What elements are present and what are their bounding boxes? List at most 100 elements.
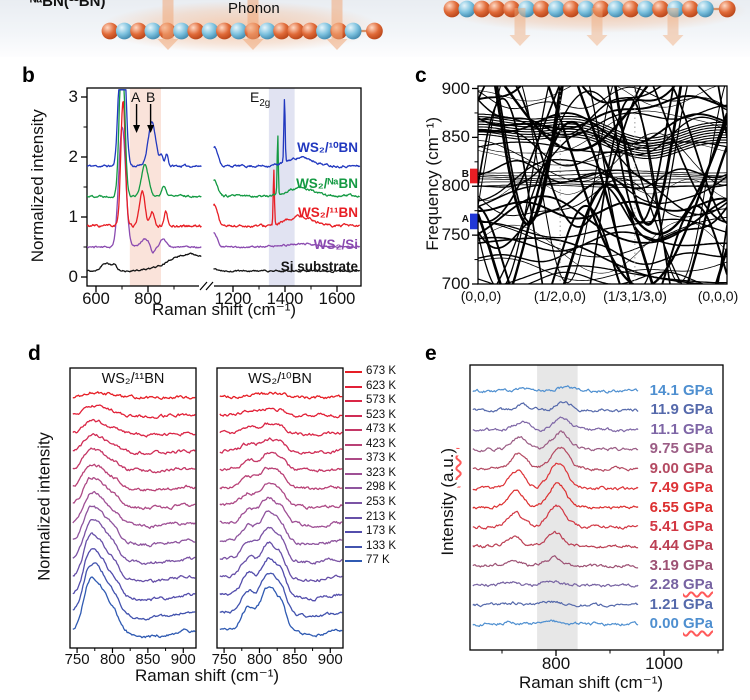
d-x-tick-label: 800 <box>99 651 125 668</box>
temperature-spectrum-line <box>72 490 196 530</box>
series-label: WS₂/¹⁰BN <box>297 140 358 155</box>
mode-marker-label: B <box>461 168 469 180</box>
panel-e-letter: e <box>425 342 437 365</box>
raman-spectrum-line <box>213 135 360 198</box>
nitrogen-atom <box>637 0 655 18</box>
phonon-arrow-icon <box>157 0 179 50</box>
legend-line <box>345 400 362 403</box>
boron-atom <box>130 22 148 40</box>
legend-temperature-label: 213 K <box>366 510 397 523</box>
legend-temperature-label: 133 K <box>366 539 397 552</box>
b-y-tick-label: 2 <box>68 147 78 166</box>
nitrogen-atom <box>607 0 625 18</box>
legend-temperature-label: 573 K <box>366 394 397 407</box>
temperature-spectrum-line <box>219 391 343 400</box>
nitrogen-atom <box>577 0 595 18</box>
phonon-band-line <box>478 133 727 160</box>
phonon-band-line <box>478 86 727 223</box>
mode-marker-a <box>470 213 478 230</box>
legend-line <box>345 516 362 519</box>
temperature-spectrum-line <box>72 418 196 438</box>
temperature-spectrum-line <box>72 463 196 492</box>
raman-spectrum-line <box>87 89 202 199</box>
plot-frame <box>469 364 724 651</box>
temperature-spectrum-line <box>219 496 343 528</box>
nitrogen-atom <box>667 0 684 18</box>
legend-line <box>345 458 362 461</box>
raman-spectrum-line <box>212 169 360 229</box>
subpanel-title: WS₂/¹¹BN <box>101 371 165 387</box>
series-label: WS₂/ᴺᵃBN <box>296 176 358 191</box>
nitrogen-atom <box>201 22 219 40</box>
phonon-arrow-icon <box>242 0 264 50</box>
pressure-unit: GPa <box>682 615 713 633</box>
raman-spectrum-line <box>87 252 202 273</box>
pressure-unit: GPa <box>682 382 713 399</box>
temperature-spectrum-line <box>219 510 343 546</box>
temperature-spectrum-line <box>72 391 196 400</box>
legend-line <box>345 443 362 446</box>
legend-temperature-label: 473 K <box>366 423 397 436</box>
nitrogen-atom <box>144 22 162 40</box>
phonon-band-line <box>547 86 727 284</box>
legend-line <box>345 371 362 373</box>
phonon-band-line <box>478 86 676 104</box>
pressure-label: 9.00 GPa <box>598 460 713 477</box>
phonon-band-line <box>478 175 727 180</box>
e-y-axis-label: Intensity (a.u.) <box>438 447 458 556</box>
nitrogen-atom <box>316 22 333 40</box>
pressure-unit: GPa <box>682 576 713 594</box>
phonon-band-line <box>478 128 727 154</box>
phonon-label: Phonon <box>228 0 280 17</box>
legend-line <box>345 545 362 548</box>
nitrogen-atom <box>115 22 133 40</box>
b-x-tick-label: 1400 <box>266 290 304 308</box>
boron-atom <box>301 22 319 40</box>
legend-line <box>345 472 362 475</box>
legend-temperature-label: 623 K <box>366 379 397 392</box>
pressure-value: 2.28 <box>649 576 683 594</box>
temperature-spectrum-line <box>72 576 196 639</box>
pressure-label: 6.55 GPa <box>598 499 713 516</box>
boron-atom <box>443 0 461 18</box>
nitrogen-atom <box>344 22 362 40</box>
subpanel-title: WS₂/¹⁰BN <box>248 371 312 387</box>
phonon-band-line <box>478 169 727 174</box>
raman-spectrum-line <box>213 232 361 249</box>
pressure-label: 1.21 GPa <box>598 596 713 613</box>
raman-spectrum-line <box>87 126 202 254</box>
legend-line <box>345 414 362 417</box>
pressure-unit: GPa <box>682 517 713 535</box>
phonon-band-line <box>478 242 727 265</box>
phonon-band-line <box>478 86 719 108</box>
pressure-spectrum-line <box>472 619 639 628</box>
pressure-label: 4.44 GPa <box>598 537 713 554</box>
legend-line <box>345 560 362 563</box>
temperature-spectrum-line <box>72 532 196 583</box>
d-x-axis-label: Raman shift (cm⁻¹) <box>134 666 280 685</box>
series-label: WS₂/¹¹BN <box>298 205 358 220</box>
raman-spectrum-line <box>213 98 361 169</box>
pressure-value: 11.1 <box>650 420 683 438</box>
pressure-value: 11.9 <box>650 401 683 419</box>
d-x-tick-label: 800 <box>246 651 272 668</box>
pressure-spectrum-line <box>472 482 639 510</box>
pressure-value: 0.00 <box>649 615 683 633</box>
b-x-tick-label: 600 <box>82 290 110 308</box>
nitrogen-atom <box>258 22 276 40</box>
pressure-spectrum-line <box>472 446 639 472</box>
pressure-spectrum-line <box>472 430 639 453</box>
e2g-peak-annotation: E2g <box>250 89 271 109</box>
panel-d-letter: d <box>28 342 41 365</box>
pressure-unit: GPa <box>682 595 713 613</box>
temperature-spectrum-line <box>219 557 343 602</box>
boron-atom <box>473 0 491 18</box>
pressure-label: 2.28 GPa <box>598 576 713 593</box>
b-x-tick-label: 800 <box>134 290 162 308</box>
c-y-tick-label: 800 <box>441 176 470 196</box>
pressure-unit: GPa <box>682 459 713 477</box>
phonon-band-line <box>478 86 727 228</box>
temperature-spectrum-line <box>72 404 196 419</box>
temperature-spectrum-line <box>72 433 196 456</box>
